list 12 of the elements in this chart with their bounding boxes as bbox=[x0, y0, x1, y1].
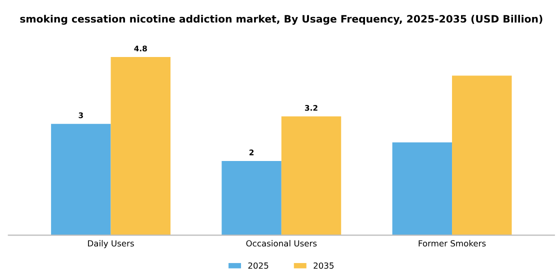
chart-title: smoking cessation nicotine addiction market, By Usage Frequency, 2025-2035 (USD Billion) bbox=[20, 14, 542, 25]
bar bbox=[222, 160, 282, 236]
bar bbox=[110, 57, 170, 236]
legend-label: 2035 bbox=[314, 262, 334, 269]
bar bbox=[51, 124, 111, 236]
bar bbox=[281, 116, 342, 236]
bar bbox=[452, 76, 512, 236]
x-tick-label: Daily Users bbox=[88, 240, 134, 248]
x-tick-label: Former Smokers bbox=[418, 240, 486, 247]
bar bbox=[392, 142, 452, 236]
legend-label: 2025 bbox=[248, 262, 268, 269]
x-tick-label: Occasional Users bbox=[246, 240, 317, 247]
